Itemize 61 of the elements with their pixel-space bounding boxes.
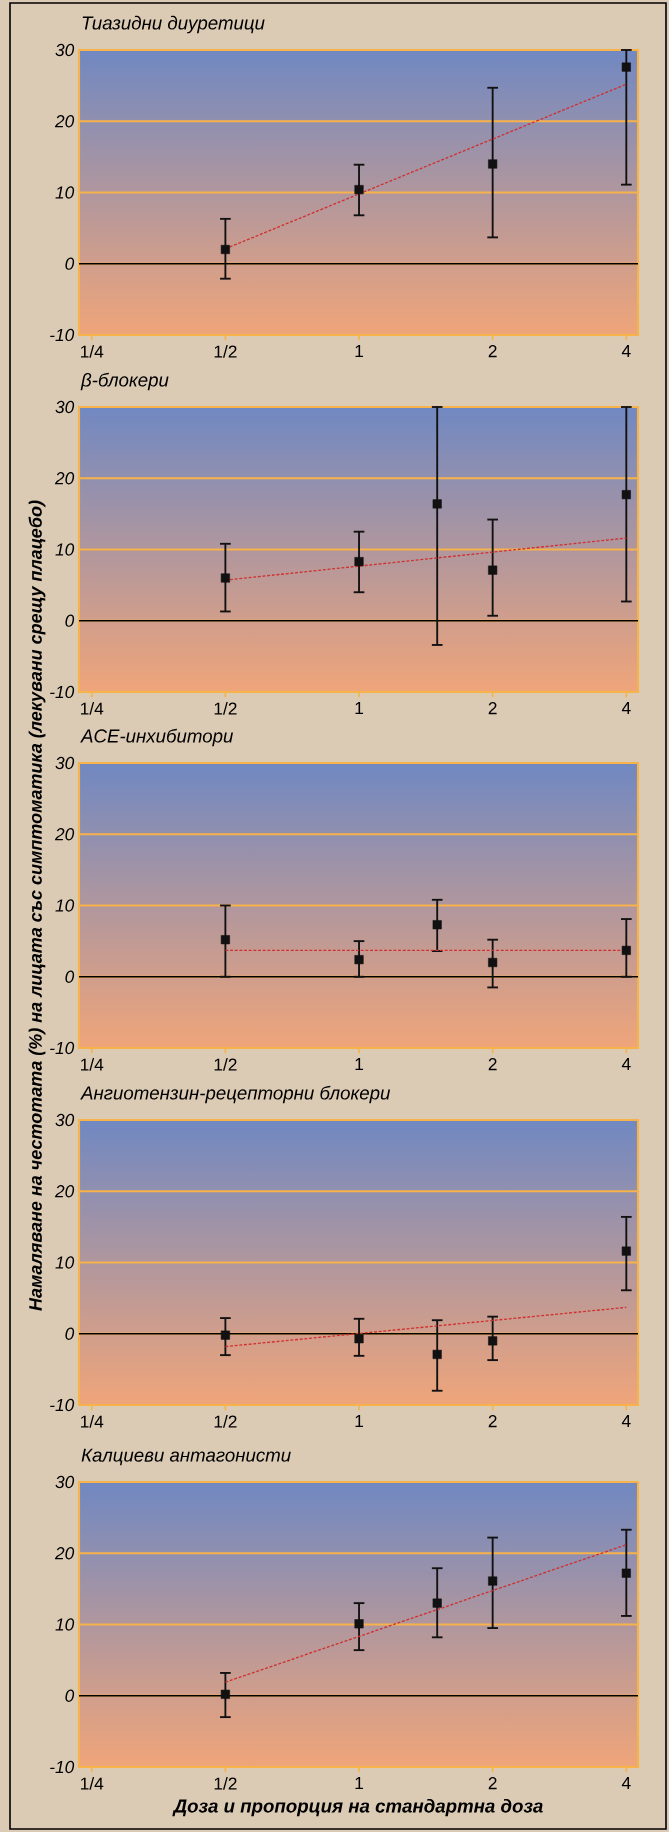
x-tick-label: 1/4 [81,345,104,358]
y-tick-label: 0 [65,1689,75,1702]
x-axis-title: Доза и пропорция на стандартна доза [172,1798,543,1817]
x-tick-label: 1/2 [214,1058,237,1071]
x-tick-label: 4 [621,345,631,357]
x-tick-label: 2 [488,1777,497,1790]
point [621,62,631,72]
chart-title: Ангиотензин-рецепторни блокери [80,1085,391,1104]
x-tick-label: 1 [355,1415,364,1427]
x-tick-label: 1/4 [81,1777,104,1790]
x-tick-label: 2 [488,1058,497,1071]
chart-title: Калциеви антагонисти [81,1448,291,1466]
x-tick-label: 4 [621,702,631,714]
x-tick-label: 1/2 [214,1777,237,1790]
y-axis-title: Намаляване на честотата (%) на лицата със симптоматика (лекувани срещу плацебо) [28,500,46,1311]
y-tick-label: 10 [55,186,75,199]
x-tick-label: 1 [355,1058,364,1070]
y-tick-label: 10 [55,543,75,556]
x-tick-label: 2 [488,1415,497,1428]
y-tick-label: -10 [50,1041,75,1055]
x-tick-label: 4 [621,1058,631,1070]
y-tick-label: 30 [55,1113,75,1127]
x-tick-label: 1/2 [214,345,237,358]
point [220,244,230,255]
y-tick-label: -10 [50,1398,75,1412]
y-tick-label: 30 [55,1475,75,1489]
chart-title: ACE-инхибитори [80,728,233,747]
x-tick-label: 1 [355,702,364,714]
point [488,159,498,169]
x-tick-label: 4 [621,1777,631,1789]
x-tick-label: 4 [621,1415,631,1427]
y-tick-label: 0 [65,970,75,983]
x-tick-label: 1/2 [214,702,237,715]
x-tick-label: 1/2 [214,1415,237,1428]
x-tick-label: 1/4 [81,1058,104,1071]
y-tick-label: 20 [54,472,75,485]
chart-title: Тиазидни диуретици [82,15,265,34]
y-tick-label: -10 [50,1760,75,1774]
y-tick-label: 20 [54,828,75,841]
x-tick-label: 1/4 [81,702,104,715]
x-tick-label: 1 [355,1777,364,1789]
y-tick-label: 0 [65,614,75,627]
x-tick-label: 2 [488,702,497,715]
y-tick-label: 20 [54,1185,75,1198]
y-tick-label: 0 [65,1327,75,1340]
y-tick-label: 10 [55,1618,75,1631]
y-tick-label: 30 [55,400,75,414]
y-tick-label: 20 [54,1547,75,1560]
chart-title: β-блокери [80,372,169,391]
x-tick-label: 1/4 [81,1415,104,1428]
x-tick-label: 1 [355,345,364,357]
point [354,185,364,195]
y-tick-label: 10 [55,1256,75,1269]
y-tick-label: -10 [50,685,75,699]
y-tick-label: -10 [50,328,75,342]
y-tick-label: 30 [55,756,75,770]
x-tick-label: 2 [488,345,497,358]
y-tick-label: 20 [54,115,75,128]
y-tick-label: 0 [65,257,75,270]
y-tick-label: 10 [55,899,75,912]
y-tick-label: 30 [55,43,75,57]
